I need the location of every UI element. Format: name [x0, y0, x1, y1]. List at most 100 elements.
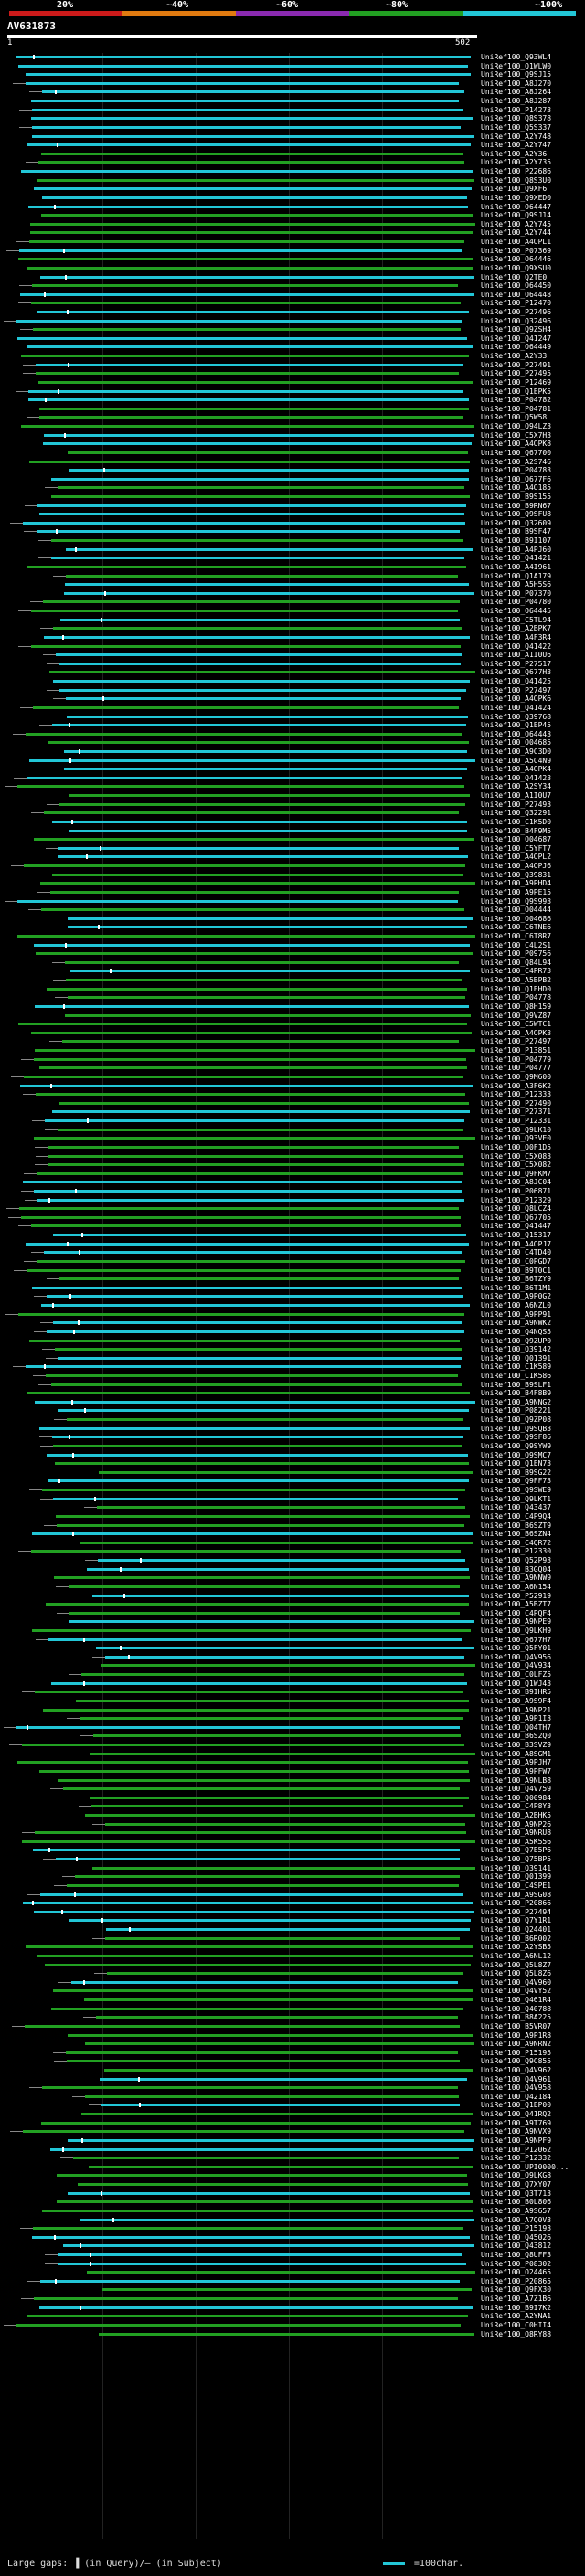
hit-row[interactable]: UniRef100_A2Y745 — [0, 220, 585, 228]
hit-row[interactable]: UniRef100_Q1EP45 — [0, 721, 585, 729]
hit-row[interactable]: UniRef100_C4PR73 — [0, 967, 585, 975]
hit-row[interactable]: UniRef100_A6NL12 — [0, 1952, 585, 1960]
hit-row[interactable]: UniRef100_UPI0000... — [0, 2163, 585, 2171]
hit-row[interactable]: UniRef100_O04686 — [0, 915, 585, 923]
hit-row[interactable]: UniRef100_B8A225 — [0, 2013, 585, 2021]
hit-label[interactable]: UniRef100_Q4VY52 — [481, 1987, 552, 1996]
hit-row[interactable]: UniRef100_B5VR07 — [0, 2022, 585, 2030]
hit-label[interactable]: UniRef100_Q1WLW0 — [481, 61, 552, 70]
hit-label[interactable]: UniRef100_A8J264 — [481, 88, 552, 97]
hit-row[interactable]: UniRef100_P08221 — [0, 1406, 585, 1415]
hit-row[interactable]: UniRef100_A9NNG2 — [0, 1398, 585, 1406]
hit-label[interactable]: UniRef100_P07370 — [481, 588, 552, 598]
hit-label[interactable]: UniRef100_Q4V962 — [481, 2065, 552, 2074]
hit-row[interactable]: UniRef100_Q7XY07 — [0, 2180, 585, 2189]
hit-row[interactable]: UniRef100_Q39831 — [0, 871, 585, 879]
hit-row[interactable]: UniRef100_A9PHD4 — [0, 879, 585, 887]
hit-row[interactable]: UniRef100_Q7Y1R1 — [0, 1916, 585, 1924]
hit-label[interactable]: UniRef100_O64449 — [481, 343, 552, 352]
hit-row[interactable]: UniRef100_A5K556 — [0, 1838, 585, 1846]
hit-label[interactable]: UniRef100_A4OPK6 — [481, 694, 552, 704]
hit-label[interactable]: UniRef100_Q8S378 — [481, 114, 552, 123]
hit-label[interactable]: UniRef100_O64445 — [481, 607, 552, 616]
hit-label[interactable]: UniRef100_A5BPB2 — [481, 976, 552, 985]
hit-row[interactable]: UniRef100_P15193 — [0, 2224, 585, 2232]
hit-row[interactable]: UniRef100_Q9LKG8 — [0, 2171, 585, 2179]
hit-row[interactable]: UniRef100_Q04TH7 — [0, 1723, 585, 1732]
hit-row[interactable]: UniRef100_Q32496 — [0, 317, 585, 325]
hit-label[interactable]: UniRef100_P04783 — [481, 466, 552, 475]
hit-label[interactable]: UniRef100_P04780 — [481, 598, 552, 607]
hit-row[interactable]: UniRef100_Q1EP00 — [0, 2101, 585, 2109]
hit-row[interactable]: UniRef100_A4I961 — [0, 563, 585, 571]
hit-label[interactable]: UniRef100_C4P8Y3 — [481, 1802, 552, 1811]
hit-row[interactable]: UniRef100_A4OPJ6 — [0, 862, 585, 870]
hit-label[interactable]: UniRef100_Q9SMC7 — [481, 1450, 552, 1459]
hit-label[interactable]: UniRef100_A8SGM1 — [481, 1749, 552, 1758]
hit-row[interactable]: UniRef100_Q00984 — [0, 1794, 585, 1802]
hit-label[interactable]: UniRef100_P06871 — [481, 1186, 552, 1195]
hit-row[interactable]: UniRef100_Q32291 — [0, 809, 585, 817]
hit-label[interactable]: UniRef100_A9S9F4 — [481, 1696, 552, 1705]
hit-label[interactable]: UniRef100_B9IHR5 — [481, 1688, 552, 1697]
hit-label[interactable]: UniRef100_B5VR07 — [481, 2021, 552, 2030]
hit-label[interactable]: UniRef100_A2YSB5 — [481, 1943, 552, 1952]
hit-row[interactable]: UniRef100_Q8H159 — [0, 1002, 585, 1011]
hit-label[interactable]: UniRef100_Q9SJ14 — [481, 211, 552, 220]
hit-label[interactable]: UniRef100_Q4V759 — [481, 1785, 552, 1794]
hit-label[interactable]: UniRef100_Q41RQ2 — [481, 2110, 552, 2119]
hit-row[interactable]: UniRef100_Q5S337 — [0, 123, 585, 132]
hit-label[interactable]: UniRef100_Q1EPK5 — [481, 387, 552, 396]
hit-label[interactable]: UniRef100_P27517 — [481, 659, 552, 668]
hit-label[interactable]: UniRef100_Q4V958 — [481, 2083, 552, 2093]
hit-row[interactable]: UniRef100_P20866 — [0, 1899, 585, 1907]
hit-row[interactable]: UniRef100_Q4NQS5 — [0, 1328, 585, 1336]
hit-label[interactable]: UniRef100_Q1EP45 — [481, 721, 552, 730]
hit-label[interactable]: UniRef100_P52919 — [481, 1591, 552, 1600]
hit-label[interactable]: UniRef100_P04777 — [481, 1064, 552, 1073]
hit-row[interactable]: UniRef100_B9IHR5 — [0, 1688, 585, 1696]
hit-row[interactable]: UniRef100_Q9C855 — [0, 2057, 585, 2065]
hit-row[interactable]: UniRef100_P22686 — [0, 167, 585, 175]
hit-label[interactable]: UniRef100_B0L806 — [481, 2198, 552, 2207]
hit-row[interactable]: UniRef100_P04781 — [0, 405, 585, 413]
hit-row[interactable]: UniRef100_B6S2Q0 — [0, 1732, 585, 1740]
hit-row[interactable]: UniRef100_A2Y747 — [0, 141, 585, 149]
hit-label[interactable]: UniRef100_Q8RY88 — [481, 2329, 552, 2338]
hit-row[interactable]: UniRef100_Q9XED0 — [0, 194, 585, 202]
hit-label[interactable]: UniRef100_A5C4N9 — [481, 756, 552, 765]
hit-label[interactable]: UniRef100_O64450 — [481, 281, 552, 291]
hit-row[interactable]: UniRef100_A4OPK8 — [0, 440, 585, 448]
hit-row[interactable]: UniRef100_C5X083 — [0, 1152, 585, 1161]
hit-label[interactable]: UniRef100_A9NRU8 — [481, 1829, 552, 1838]
hit-label[interactable]: UniRef100_A8J270 — [481, 79, 552, 88]
hit-label[interactable]: UniRef100_Q0F1D5 — [481, 1142, 552, 1151]
hit-row[interactable]: UniRef100_Q5W58 — [0, 413, 585, 421]
hit-label[interactable]: UniRef100_A9C3D0 — [481, 747, 552, 756]
hit-row[interactable]: UniRef100_Q67705 — [0, 1214, 585, 1222]
hit-label[interactable]: UniRef100_A6NL12 — [481, 1951, 552, 1960]
hit-label[interactable]: UniRef100_B9T0C1 — [481, 1266, 552, 1275]
hit-label[interactable]: UniRef100_Q42184 — [481, 2092, 552, 2101]
hit-label[interactable]: UniRef100_Q41423 — [481, 773, 552, 782]
hit-label[interactable]: UniRef100_A9T769 — [481, 2118, 552, 2127]
hit-row[interactable]: UniRef100_O04685 — [0, 738, 585, 747]
hit-label[interactable]: UniRef100_Q5W58 — [481, 413, 548, 422]
hit-label[interactable]: UniRef100_Q9XSU0 — [481, 263, 552, 272]
hit-row[interactable]: UniRef100_Q1WJ43 — [0, 1680, 585, 1688]
hit-label[interactable]: UniRef100_A8JC04 — [481, 1178, 552, 1187]
hit-label[interactable]: UniRef100_C4P9Q4 — [481, 1511, 552, 1521]
hit-row[interactable]: UniRef100_O04444 — [0, 906, 585, 914]
hit-label[interactable]: UniRef100_A9NNW9 — [481, 1574, 552, 1583]
hit-label[interactable]: UniRef100_A4OPL1 — [481, 238, 552, 247]
hit-row[interactable]: UniRef100_O64447 — [0, 203, 585, 211]
hit-row[interactable]: UniRef100_B9I7K2 — [0, 2304, 585, 2312]
hit-row[interactable]: UniRef100_Q41421 — [0, 554, 585, 562]
hit-label[interactable]: UniRef100_Q01391 — [481, 1353, 552, 1362]
hit-row[interactable]: UniRef100_P27495 — [0, 369, 585, 377]
hit-row[interactable]: UniRef100_P04778 — [0, 993, 585, 1002]
hit-label[interactable]: UniRef100_P14273 — [481, 105, 552, 114]
hit-row[interactable]: UniRef100_A7Q0V3 — [0, 2216, 585, 2224]
hit-row[interactable]: UniRef100_B9RN67 — [0, 502, 585, 510]
hit-label[interactable]: UniRef100_Q7E5P6 — [481, 1846, 552, 1855]
